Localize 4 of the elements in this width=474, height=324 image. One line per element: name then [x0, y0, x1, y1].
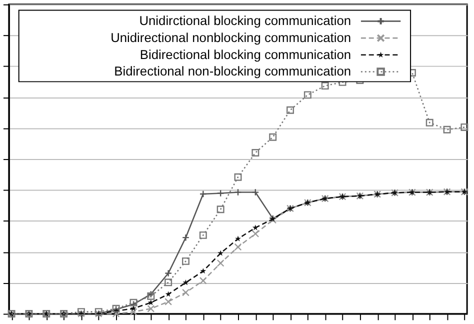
legend-label: Bidirectional blocking communication — [140, 46, 352, 62]
legend-label: Bidirectional non-blocking communication — [114, 64, 352, 79]
legend-label: Unidirectional nonblocking communication — [110, 30, 352, 46]
legend-label: Unidirctional blocking communication — [139, 13, 352, 28]
